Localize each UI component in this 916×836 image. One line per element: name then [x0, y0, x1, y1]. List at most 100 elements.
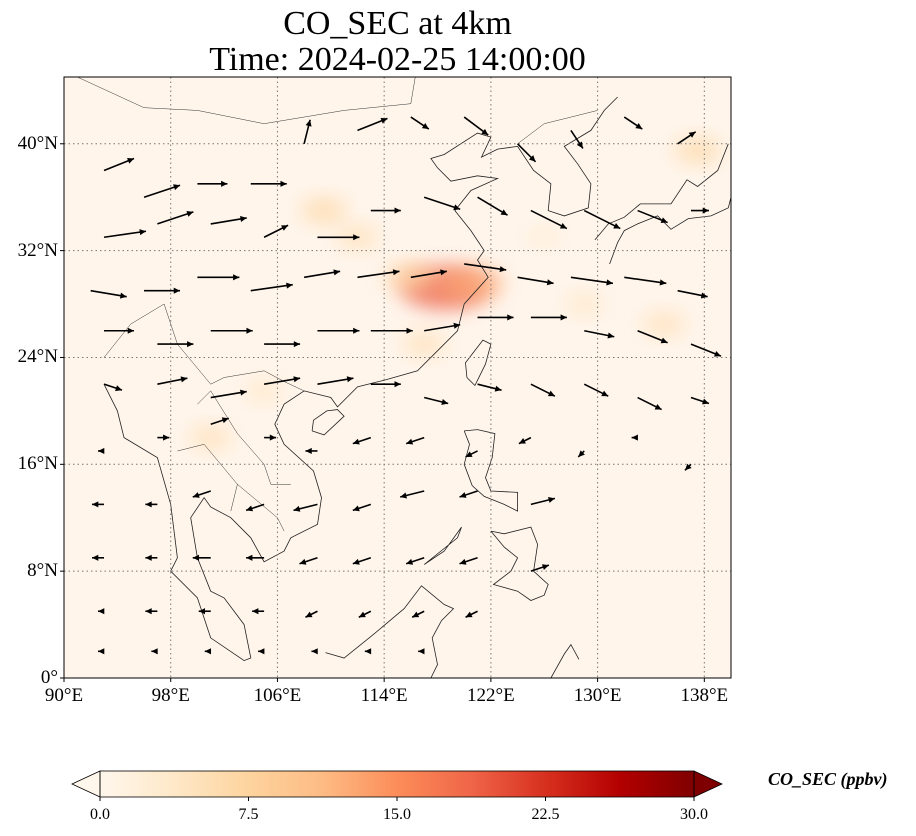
country-border [197, 390, 291, 485]
wind-arrow [250, 180, 287, 187]
coastline [550, 643, 580, 678]
wind-arrow [204, 648, 212, 655]
wind-arrow [631, 434, 638, 441]
country-border [103, 303, 165, 358]
lon-tick-label: 90°E [44, 685, 84, 706]
wind-arrow [570, 276, 614, 286]
chart-subtitle: Time: 2024-02-25 14:00:00 [209, 41, 586, 78]
colorbar-label: CO_SEC (ppbv) [768, 769, 888, 789]
country-border [517, 110, 598, 144]
wind-arrow [364, 648, 372, 655]
wind-arrow [583, 383, 609, 397]
lon-tick-label: 98°E [151, 685, 190, 706]
wind-arrow [246, 554, 265, 561]
coastline [463, 429, 518, 512]
wind-arrow [690, 343, 722, 357]
lon-tick-label: 122°E [467, 685, 515, 706]
wind-arrow [370, 327, 413, 334]
coastline [610, 677, 613, 678]
concentration-hotspot [385, 263, 437, 291]
lat-tick-label: 24°N [17, 346, 58, 368]
wind-arrow [477, 383, 502, 392]
wind-arrow [210, 417, 229, 426]
wind-arrow [357, 117, 388, 132]
wind-arrow [98, 447, 105, 455]
wind-arrow [145, 608, 158, 615]
lon-tick-label: 138°E [680, 685, 729, 706]
concentration-hotspot [565, 293, 603, 315]
wind-arrow [352, 436, 372, 445]
wind-arrow [210, 389, 247, 399]
wind-arrow [577, 450, 585, 458]
wind-vectors [90, 116, 722, 655]
wind-arrow [263, 224, 289, 238]
wind-arrow [145, 501, 158, 508]
wind-arrow [92, 554, 105, 561]
wind-arrow [293, 503, 318, 512]
wind-arrow [103, 383, 123, 392]
wind-arrow [197, 274, 240, 281]
lon-tick-label: 114°E [360, 685, 408, 706]
wind-arrow [305, 447, 318, 455]
coastline [423, 526, 462, 565]
wind-arrow [90, 289, 127, 299]
wind-arrow [144, 287, 181, 294]
gridlines [60, 77, 731, 682]
wind-arrow [677, 131, 697, 145]
wind-arrow [424, 322, 461, 332]
wind-arrow [210, 327, 253, 334]
wind-arrow [530, 564, 550, 572]
wind-arrow [570, 129, 584, 149]
wind-arrow [477, 196, 508, 216]
wind-arrow [317, 327, 360, 334]
wind-arrow [410, 116, 430, 130]
country-border [177, 444, 238, 512]
wind-arrow [637, 396, 662, 411]
wind-arrow [157, 434, 170, 441]
wind-arrow [530, 383, 556, 397]
wind-arrow [151, 648, 158, 655]
coastline [311, 409, 345, 436]
map-background [64, 77, 731, 678]
concentration-hotspot [527, 227, 561, 248]
colorbar-extend-max [693, 770, 723, 798]
wind-arrow [145, 554, 158, 561]
coastline [325, 585, 455, 678]
coastline [465, 339, 492, 387]
wind-arrow [192, 554, 211, 561]
colorbar-gradient [100, 771, 694, 797]
lat-tick-label: 0° [40, 667, 58, 688]
wind-arrow [637, 330, 668, 344]
colorbar-extend-min [71, 770, 101, 798]
wind-arrow [198, 608, 211, 615]
lat-tick-label: 16°N [17, 453, 58, 475]
wind-arrow [305, 610, 318, 618]
lon-tick-label: 130°E [573, 685, 622, 706]
country-border [237, 484, 285, 532]
concentration-hotspot [189, 426, 232, 450]
wind-arrow [690, 396, 710, 405]
wind-arrow [192, 490, 211, 498]
wind-arrow [370, 381, 401, 388]
wind-arrow [584, 329, 615, 339]
wind-arrow [303, 269, 341, 279]
wind-arrow [518, 436, 532, 445]
wind-arrow [98, 608, 105, 615]
country-border [77, 77, 416, 124]
wind-arrow [143, 184, 181, 198]
wind-arrow [677, 289, 708, 299]
wind-arrow [405, 436, 425, 445]
wind-arrow [465, 610, 478, 618]
colorbar-tick-label: 15.0 [383, 806, 411, 823]
wind-arrow [317, 234, 360, 241]
wind-arrow [245, 503, 265, 512]
wind-arrow [317, 376, 354, 385]
wind-arrow [352, 557, 372, 565]
wind-arrow [623, 116, 643, 130]
coastline [594, 143, 729, 241]
concentration-hotspot [643, 312, 686, 336]
wind-arrow [690, 207, 709, 214]
concentration-field [189, 137, 721, 450]
wind-arrow [370, 207, 401, 214]
